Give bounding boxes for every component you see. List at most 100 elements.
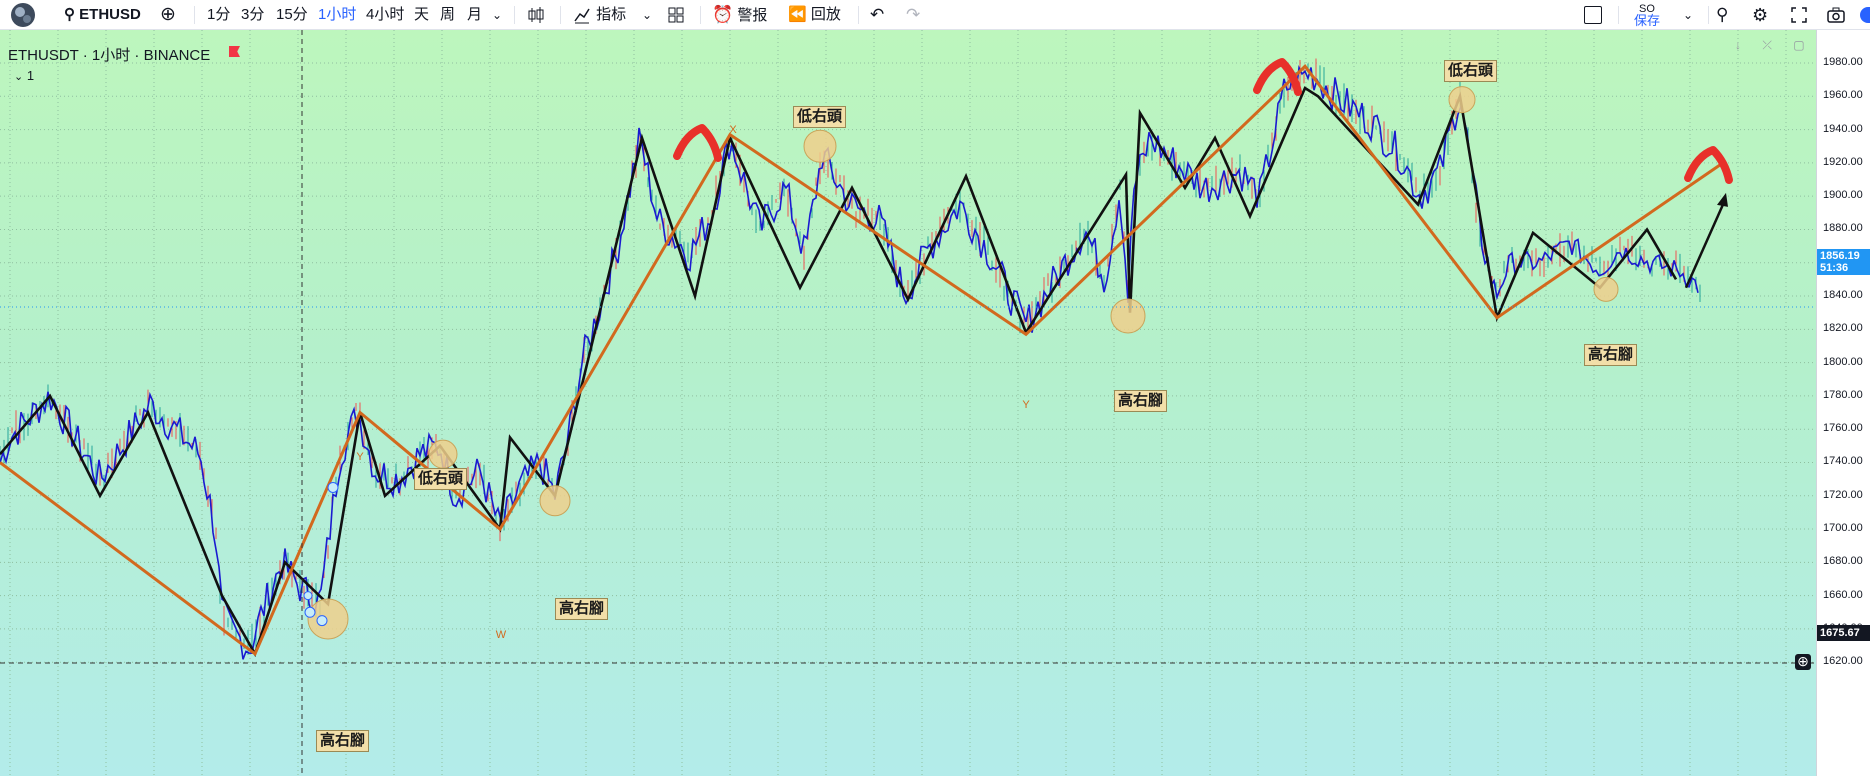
indicators-icon [574,8,590,24]
quick-search-button[interactable]: ⚲ [1716,0,1728,30]
annotation-high-right-foot: 高右腳 [555,598,609,620]
layout-save[interactable]: SO 保存 [1630,3,1664,33]
point-marker [303,591,313,601]
chevron-down-icon: ⌄ [1683,8,1694,22]
chart-legend-title[interactable]: ETHUSDT · 1小时 · BINANCE [8,47,211,64]
chart-type-button[interactable] [526,0,546,30]
symbol-search[interactable]: ⚲ ETHUSD [64,0,141,30]
chevron-down-icon: ⌄ [14,71,24,83]
price-tick-label: 1800.00 [1823,355,1863,368]
price-axis[interactable]: 1980.00 1960.00 1940.00 1920.00 1900.00 1880.… [1816,30,1870,776]
price-tick-label: 1660.00 [1823,588,1863,601]
interval-1m[interactable]: 1分 [207,6,231,23]
replay-label: 回放 [810,6,841,23]
replay-button[interactable]: ⏪ 回放 [788,0,841,30]
avatar[interactable] [10,2,36,28]
price-tick-label: 1740.00 [1823,455,1863,468]
price-line [0,64,1699,660]
interval-4h[interactable]: 4小时 [366,6,405,23]
zigzag-black-line [0,86,1678,658]
alert-button[interactable]: ⏰ 警报 [712,0,767,30]
alarm-clock-icon: ⏰ [712,5,734,24]
point-marker [304,606,316,618]
annotation-low-right-head: 低右頭 [1444,60,1498,82]
projection-arrow [1684,192,1728,289]
wave-label: Y [356,451,364,463]
price-tick-label: 1760.00 [1823,422,1863,435]
highlight-circle [428,439,458,469]
interval-dropdown[interactable]: ⌄ [492,0,502,30]
indicators-dropdown[interactable]: ⌄ [642,0,652,30]
interval-1w[interactable]: 周 [440,6,456,23]
price-tick-label: 1940.00 [1823,122,1863,135]
highlight-circle [307,598,349,640]
save-label: 保存 [1633,13,1660,28]
point-marker [327,481,339,493]
templates-button[interactable] [666,0,686,30]
settings-button[interactable]: ⚙ [1752,0,1768,30]
annotation-high-right-foot: 高右腳 [1584,344,1638,366]
red-caret-mark [673,124,722,162]
price-tick-label: 1720.00 [1823,488,1863,501]
gear-icon: ⚙ [1752,5,1769,25]
interval-15m[interactable]: 15分 [276,6,308,23]
price-tick-label: 1980.00 [1823,56,1863,68]
annotation-low-right-head: 低右頭 [414,468,468,490]
screenshot-button[interactable] [1826,0,1846,30]
arrow-shaft [1684,203,1725,289]
price-tick-label: 1840.00 [1823,289,1863,302]
highlight-circle [803,129,837,163]
arrow-down-icon[interactable]: ↓ [1735,38,1741,52]
pane-controls: ↓ ⤫ ▢ [1735,38,1805,53]
chevron-down-icon: ⌄ [642,8,653,22]
interval-1h[interactable]: 1小时 [318,6,357,23]
redo-button[interactable]: ↷ [906,0,920,30]
red-caret-mark [1684,146,1733,184]
flag-icon[interactable] [229,46,240,57]
maximize-icon[interactable]: ▢ [1793,38,1805,52]
interval-3m[interactable]: 3分 [241,6,265,23]
top-toolbar: ⚲ ETHUSD ⊕ 1分 3分 15分 1小时 4小时 天 周 月 ⌄ 指标 … [0,0,1870,30]
price-tick-label: 1700.00 [1823,522,1863,535]
chart-grid [0,30,1816,776]
interval-1d[interactable]: 天 [414,6,430,23]
publish-button[interactable] [1860,7,1870,23]
red-caret-marks [673,58,1733,184]
fullscreen-icon [1791,7,1807,23]
rewind-icon: ⏪ [788,6,807,23]
symbol-name: ETHUSD [79,6,141,23]
price-chart[interactable]: Y W X Y [0,30,1816,776]
red-caret-mark [1253,58,1302,96]
wave-label: W [496,629,507,641]
grid-icon [668,7,684,23]
layout-select-button[interactable] [1584,0,1602,30]
bar-countdown: 51:36 [1820,262,1849,274]
indicators-button[interactable]: 指标 [572,0,626,30]
interval-1mo[interactable]: 月 [467,6,483,23]
highlight-circle [539,485,571,517]
highlight-circle [1593,276,1619,302]
legend-collapse[interactable]: ⌄ 1 [14,68,34,83]
last-price-value: 1856.19 [1820,250,1860,262]
undo-button[interactable]: ↶ [870,0,884,30]
add-symbol-button[interactable]: ⊕ [160,0,176,30]
collapse-icon[interactable]: ⤫ [1762,38,1772,52]
price-tick-label: 1820.00 [1823,322,1863,335]
fullscreen-button[interactable] [1790,0,1808,30]
annotation-high-right-foot: 高右腳 [316,730,370,752]
add-alert-plus-icon[interactable]: ⊕ [1795,654,1811,670]
legend-count: 1 [26,68,35,83]
price-tick-label: 1900.00 [1823,189,1863,202]
annotation-high-right-foot: 高右腳 [1114,390,1168,412]
plus-circle-icon: ⊕ [160,4,176,25]
redo-icon: ↷ [906,5,921,24]
indicators-label: 指标 [596,6,627,23]
search-icon: ⚲ [64,6,75,23]
avatar-icon [11,3,35,27]
layout-dropdown[interactable]: ⌄ [1683,0,1693,30]
highlight-circles [303,86,1619,640]
chart-pane[interactable]: Y W X Y ETHUSDT · 1小时 · BINANCE ⌄ 1 ↓ ⤫ ▢ 高… [0,30,1816,776]
wave-label: X [729,124,737,136]
last-price-tag: 1856.19 51:36 [1817,249,1870,275]
layout-name: SO [1639,3,1655,15]
